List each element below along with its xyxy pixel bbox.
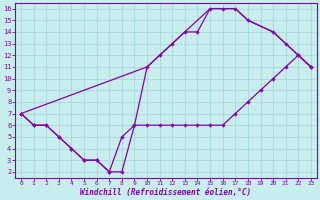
X-axis label: Windchill (Refroidissement éolien,°C): Windchill (Refroidissement éolien,°C) <box>80 188 252 197</box>
